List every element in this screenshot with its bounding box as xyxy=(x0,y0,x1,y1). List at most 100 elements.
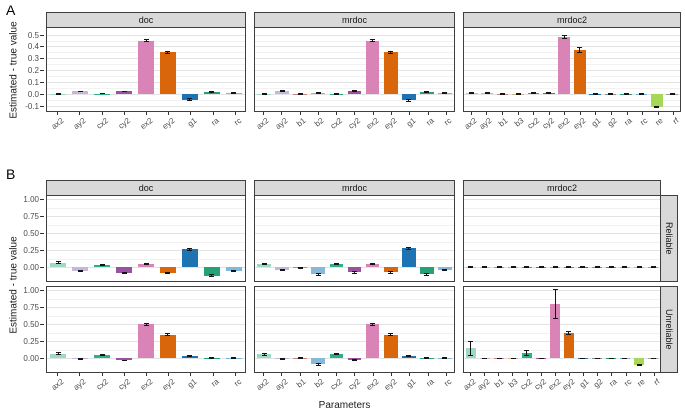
gridline-major xyxy=(47,105,245,107)
x-tick-mark xyxy=(123,112,125,115)
x-tick-mark xyxy=(390,373,392,376)
error-bar-cap-re xyxy=(636,364,642,365)
error-bar-cap-cy2 xyxy=(121,360,127,362)
error-bar-cap-re xyxy=(636,267,642,269)
gridline-minor xyxy=(464,258,660,260)
gridline-minor xyxy=(464,87,680,89)
x-tick-label-b3: b3 xyxy=(512,116,525,129)
x-tick-cell: ex2 xyxy=(135,112,157,139)
error-bar-cap-cx2 xyxy=(333,353,339,355)
gridline-minor xyxy=(47,258,245,260)
error-bar-cap-ra xyxy=(209,356,215,358)
error-bar-ax2 xyxy=(57,261,59,264)
error-bar-ey2 xyxy=(167,333,169,336)
error-bar-cap-b2 xyxy=(315,92,321,94)
gridline-major xyxy=(464,341,660,343)
x-tick-cell: ey2 xyxy=(382,112,400,139)
gridline-major xyxy=(255,324,454,326)
error-bar-cap-ra xyxy=(209,275,215,277)
x-tick-mark xyxy=(595,112,597,115)
y-tick-mark xyxy=(40,233,44,235)
error-bar-ax2 xyxy=(263,263,265,265)
panel-a: A Estimated - true value 0.5 0.4 0.3 0.2 0.1… xyxy=(0,2,685,154)
x-tick-mark xyxy=(354,112,356,115)
x-tick-cell: ey2 xyxy=(561,373,576,400)
bar-ax2 xyxy=(257,354,271,359)
gridline-minor xyxy=(255,52,454,54)
x-tick-label-rc: rc xyxy=(232,116,244,128)
y-tick-mark xyxy=(40,82,44,83)
error-bar-cap-ra xyxy=(424,274,430,276)
gridline-major xyxy=(255,105,454,107)
error-bar-cap-ax2 xyxy=(55,92,61,94)
x-tick-label-ra: ra xyxy=(424,116,436,128)
error-bar-cap-b1 xyxy=(297,357,303,359)
x-tick-mark xyxy=(409,373,411,376)
gridline-minor xyxy=(255,241,454,243)
error-bar-ay2 xyxy=(79,270,81,272)
gridline-major xyxy=(464,290,660,292)
facet-mrdoc2-b: mrdoc2 ax2 ay2 b1 b3 cx2 cy2 ex2 ey2 g1 g2 ra rc re rf xyxy=(462,180,662,400)
bar-rc xyxy=(438,267,452,271)
x-tick-mark xyxy=(657,112,659,115)
x-tick-cell: cx2 xyxy=(90,373,112,400)
error-bar-cap-rc xyxy=(442,268,448,270)
gridline-major xyxy=(464,358,660,360)
error-bar-cap-b2 xyxy=(315,363,321,365)
x-tick-label-rf: rf xyxy=(651,377,662,388)
error-bar-cap-ax2 xyxy=(468,354,474,356)
error-bar-ey2 xyxy=(167,272,169,274)
error-bar-ay2 xyxy=(281,269,283,271)
error-bar-cx2 xyxy=(101,264,103,266)
error-bar-cap-b3 xyxy=(510,267,516,269)
error-bar-cap-rc xyxy=(231,93,237,95)
row-strips: Reliable Unreliable xyxy=(660,180,678,373)
error-bar-cap-ex2 xyxy=(561,37,567,39)
error-bar-ax2 xyxy=(470,341,472,355)
x-tick-mark xyxy=(498,373,500,376)
gridline-major xyxy=(47,199,245,201)
error-bar-cap-ey2 xyxy=(566,331,572,333)
gridline-major xyxy=(255,93,454,95)
gridline-major xyxy=(47,250,245,252)
x-tick-cell: g1 xyxy=(576,373,590,400)
bar-ra xyxy=(419,91,434,94)
error-bar-cap-ey2 xyxy=(577,51,583,53)
gridline-major xyxy=(255,46,454,48)
row-strip-unreliable: Unreliable xyxy=(660,286,678,373)
error-bar-ex2 xyxy=(372,39,374,42)
error-bar-cap-cy2 xyxy=(121,91,127,93)
error-bar-ey2 xyxy=(390,333,392,336)
x-tick-cell: ra xyxy=(202,373,224,400)
y-tick-label: 0.75 xyxy=(23,212,39,222)
bar-ex2 xyxy=(365,264,380,268)
gridline-major xyxy=(255,34,454,36)
error-bar-cap-ax2 xyxy=(55,93,61,95)
error-bar-cap-ra xyxy=(424,90,430,92)
bar-ey2 xyxy=(573,49,586,94)
error-bar-cap-cx2 xyxy=(99,263,105,265)
error-bar-cap-ex2 xyxy=(143,262,149,264)
error-bar-cap-rc xyxy=(622,358,628,360)
x-tick-mark xyxy=(123,373,125,376)
x-tick-mark xyxy=(512,373,514,376)
x-tick-cell: cx2 xyxy=(90,112,112,139)
x-tick-cell: ey2 xyxy=(572,112,588,139)
error-bar-cap-rc xyxy=(442,93,448,95)
bar-cx2 xyxy=(329,264,344,268)
facet-strip-doc: doc xyxy=(46,180,246,196)
row-strip-label-unreliable: Unreliable xyxy=(664,309,674,350)
bar-g1 xyxy=(401,355,416,359)
bar-ey2 xyxy=(563,333,575,359)
error-bar-cap-ra xyxy=(608,358,614,360)
error-bar-ax2 xyxy=(57,352,59,355)
x-tick-cell: ra xyxy=(619,112,635,139)
x-tick-mark xyxy=(234,112,236,115)
error-bar-cap-ay2 xyxy=(484,93,490,95)
y-tick-label: 0.5 xyxy=(27,30,39,40)
x-tick-mark xyxy=(517,112,519,115)
error-bar-cap-ra xyxy=(209,91,215,93)
facet-plot-doc-a xyxy=(46,27,246,112)
bar-ay2 xyxy=(275,267,289,271)
x-tick-label-ax2: ax2 xyxy=(49,116,66,132)
